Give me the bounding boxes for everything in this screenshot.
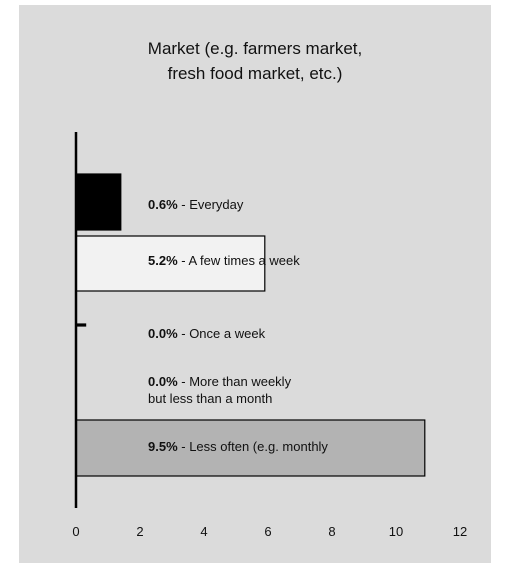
bar-0 bbox=[75, 173, 122, 231]
chart-title: Market (e.g. farmers market, fresh food … bbox=[19, 36, 491, 86]
x-tick-label-10: 10 bbox=[389, 524, 403, 539]
x-tick-label-4: 4 bbox=[200, 524, 207, 539]
category-label-3: 0.0% - More than weekly bbox=[148, 374, 292, 389]
x-tick-label-6: 6 bbox=[264, 524, 271, 539]
category-label-0: 0.6% - Everyday bbox=[148, 197, 244, 212]
category-label-3-line-2: but less than a month bbox=[148, 391, 272, 406]
bar-1 bbox=[75, 235, 266, 292]
x-tick-label-0: 0 bbox=[72, 524, 79, 539]
x-tick-label-8: 8 bbox=[328, 524, 335, 539]
chart-title-line-1: Market (e.g. farmers market, bbox=[147, 39, 363, 58]
x-tick-label-2: 2 bbox=[136, 524, 143, 539]
bar-2 bbox=[75, 323, 87, 327]
category-label-1: 5.2% - A few times a week bbox=[148, 253, 300, 268]
x-tick-labels-group: 0 2 4 6 8 10 12 bbox=[72, 524, 467, 539]
bars-group bbox=[75, 173, 426, 477]
chart-title-line-2: fresh food market, etc.) bbox=[167, 64, 343, 83]
category-labels-group: 0.6% - Everyday 5.2% - A few times a week… bbox=[148, 197, 328, 454]
category-label-2: 0.0% - Once a week bbox=[148, 326, 266, 341]
category-label-4: 9.5% - Less often (e.g. monthly bbox=[148, 439, 328, 454]
x-tick-label-12: 12 bbox=[453, 524, 467, 539]
